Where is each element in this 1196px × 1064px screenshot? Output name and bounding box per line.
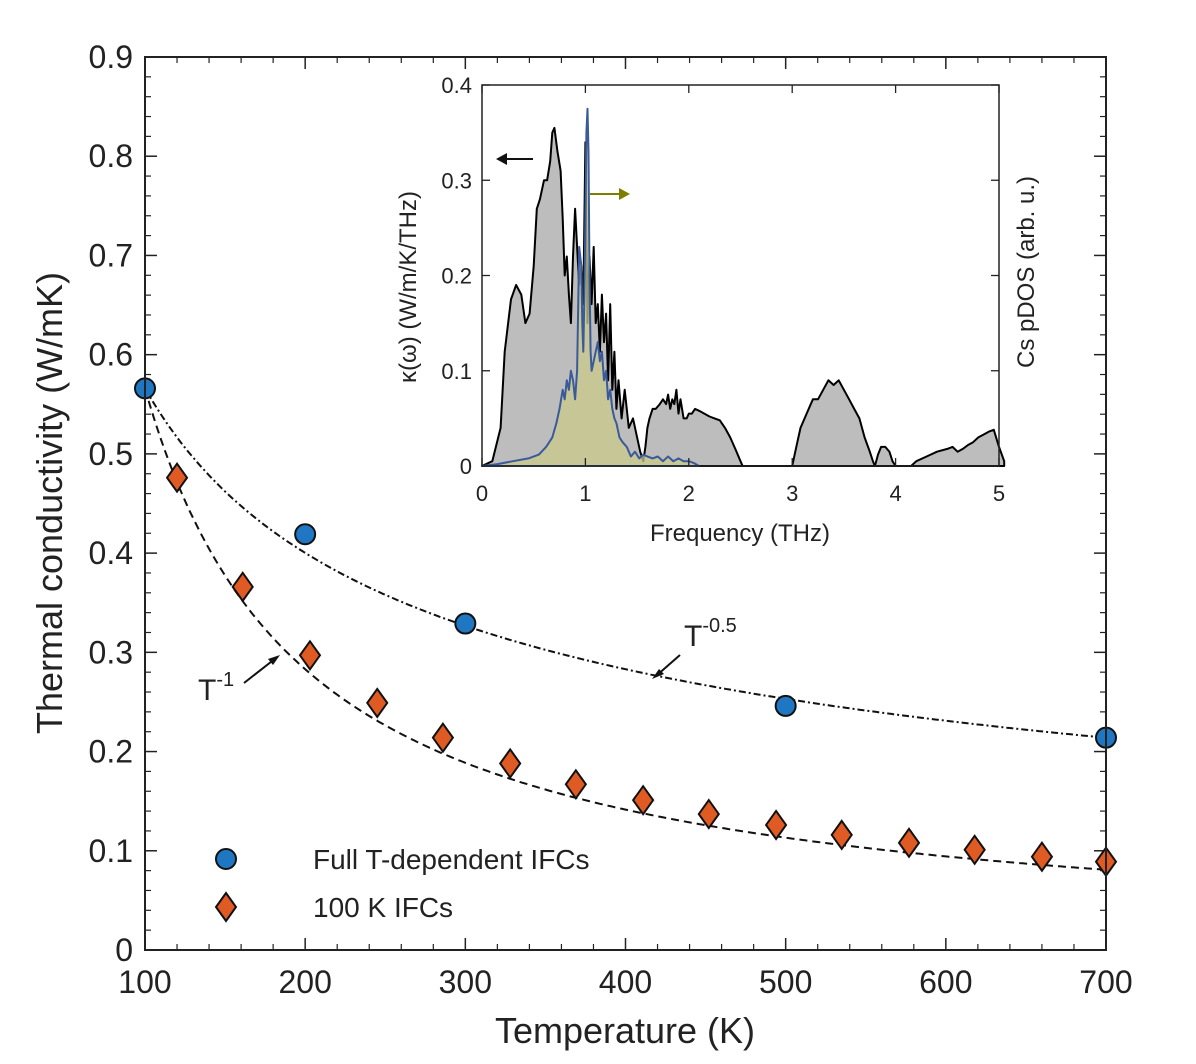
inset-x-tick-label: 3: [786, 481, 798, 506]
point-100k-ifcs: [697, 798, 721, 830]
inset-x-axis-label: Frequency (THz): [650, 520, 830, 547]
point-full-t-ifcs: [454, 612, 477, 635]
inset-x-tick-label: 0: [476, 481, 488, 506]
y-tick-label: 0.1: [89, 833, 133, 869]
main-y-axis-label: Thermal conductivity (W/mK): [29, 272, 70, 734]
point-100k-ifcs: [830, 819, 853, 851]
y-tick-label: 0.8: [89, 138, 133, 174]
fit-line-t-1: [144, 388, 1107, 871]
y-tick-label: 0.6: [89, 337, 133, 373]
annotation-t-1: T-1: [198, 655, 280, 707]
main-x-axis-label: Temperature (K): [495, 1010, 755, 1051]
inset-x-tick-label: 5: [993, 481, 1005, 506]
annotation-t-0.5-exponent: -0.5: [702, 615, 736, 637]
legend-label-full: Full T-dependent IFCs: [313, 844, 590, 875]
annotation-t-0.5-base: T: [684, 620, 702, 653]
svg-text:T-0.5: T-0.5: [684, 615, 737, 653]
legend-entry-full: Full T-dependent IFCs: [215, 844, 590, 875]
legend-marker-diamond: [214, 891, 238, 923]
y-tick-label: 0.7: [89, 237, 133, 273]
inset-y-tick-label: 0.3: [441, 168, 472, 193]
x-tick-label: 500: [759, 964, 812, 1000]
legend-entry-100k: 100 K IFCs: [214, 891, 453, 923]
inset-y-tick-label: 0: [460, 454, 472, 479]
x-tick-label: 300: [439, 964, 492, 1000]
point-100k-ifcs: [298, 639, 322, 672]
point-100k-ifcs: [631, 784, 655, 816]
point-100k-ifcs: [764, 809, 788, 841]
inset-x-tick-label: 1: [579, 481, 591, 506]
point-100k-ifcs: [498, 747, 522, 780]
inset-left-axis-label: κ(ω) (W/m/K/THz): [395, 191, 422, 383]
left-axis-indicator-arrowhead: [496, 153, 507, 165]
point-100k-ifcs: [165, 461, 189, 494]
x-tick-label: 400: [599, 964, 652, 1000]
inset-x-tick-label: 2: [683, 481, 695, 506]
annotation-t-0.5-arrowhead: [652, 669, 664, 679]
fit-line-t-0.5: [144, 387, 1107, 739]
inset-pdos-area: [481, 107, 701, 467]
annotation-t-0.5: T-0.5: [652, 615, 737, 679]
point-full-t-ifcs: [294, 523, 317, 546]
point-100k-ifcs: [431, 721, 455, 754]
annotation-t-1-arrowhead: [268, 655, 280, 665]
x-tick-label: 200: [278, 964, 331, 1000]
point-full-t-ifcs: [774, 694, 797, 717]
point-100k-ifcs: [897, 827, 921, 859]
inset-tick-labels: 0 1 2 3 4 5 0 0.1 0.2 0.3 0.4: [441, 73, 1005, 506]
inset-y-tick-label: 0.2: [441, 264, 472, 289]
y-tick-label: 0.2: [89, 734, 133, 770]
annotation-t-1-base: T: [198, 674, 216, 707]
inset-right-axis-label: Cs pDOS (arb. u.): [1013, 176, 1040, 368]
y-tick-label: 0.4: [89, 535, 133, 571]
main-chart: 100 200 300 400 500 600 70000.10.20.30.40.50.6…: [29, 39, 1133, 1051]
inset-x-tick-label: 4: [889, 481, 901, 506]
annotation-t-1-exponent: -1: [216, 669, 234, 691]
main-tick-labels: 100 200 300 400 500 600 70000.10.20.30.40.50.6…: [89, 39, 1133, 1000]
x-tick-label: 700: [1079, 964, 1132, 1000]
y-tick-label: 0.3: [89, 634, 133, 670]
right-axis-indicator-arrowhead: [619, 188, 630, 200]
inset-y-tick-label: 0.1: [441, 359, 472, 384]
svg-text:T-1: T-1: [198, 669, 234, 707]
legend-label-100k: 100 K IFCs: [313, 892, 453, 923]
inset-plot-frame: [481, 84, 1000, 467]
y-tick-label: 0.5: [89, 436, 133, 472]
legend-marker-circle: [215, 848, 237, 870]
x-tick-label: 600: [919, 964, 972, 1000]
main-plot-frame: [144, 56, 1107, 951]
inset-chart: 0 1 2 3 4 5 0 0.1 0.2 0.3 0.4 Frequency (THz) κ(ω)…: [395, 73, 1040, 547]
inset-y-tick-label: 0.4: [441, 73, 472, 98]
x-tick-label: 100: [118, 964, 171, 1000]
legend: Full T-dependent IFCs 100 K IFCs: [214, 844, 590, 923]
point-100k-ifcs: [1030, 841, 1054, 873]
point-100k-ifcs: [564, 768, 588, 801]
y-tick-label: 0.9: [89, 39, 133, 75]
point-100k-ifcs: [366, 687, 389, 719]
point-100k-ifcs: [963, 834, 986, 866]
point-100k-ifcs: [231, 571, 254, 603]
y-tick-label: 0: [115, 932, 133, 968]
